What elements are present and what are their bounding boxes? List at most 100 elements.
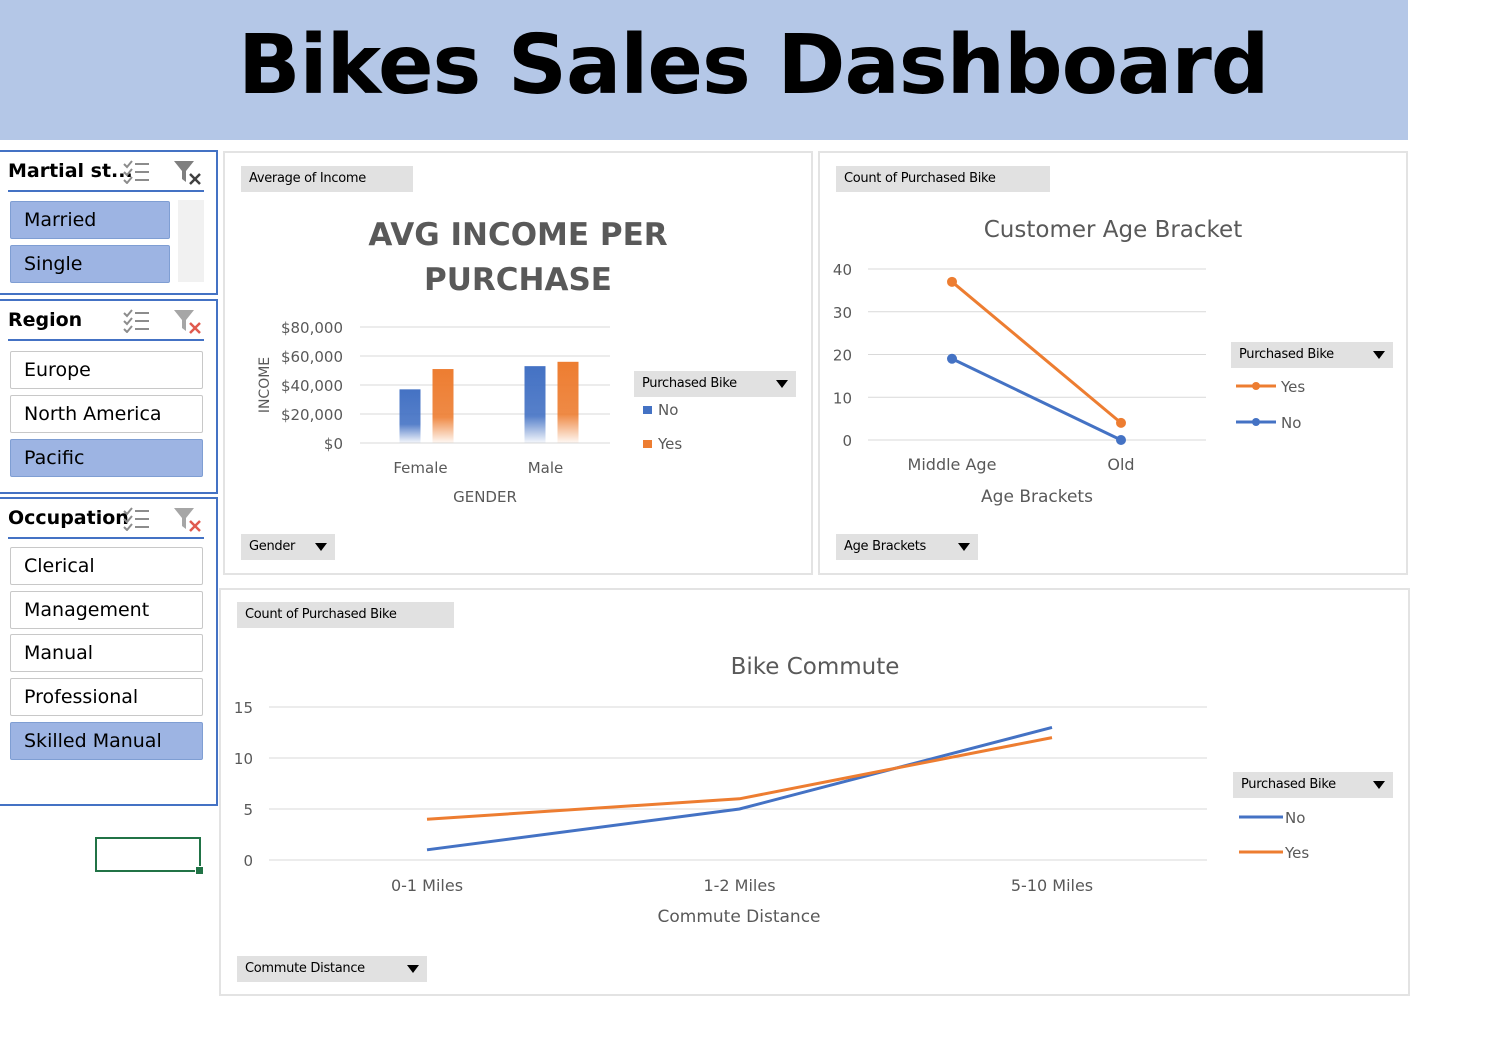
bar-no-female xyxy=(399,389,421,443)
slicer-item-clerical[interactable]: Clerical xyxy=(10,547,203,585)
legend-label: Yes xyxy=(657,435,682,453)
y-tick-label: 10 xyxy=(833,389,852,407)
chart-title: PURCHASE xyxy=(424,262,612,298)
pivot-legend-button[interactable]: Purchased Bike xyxy=(634,371,796,397)
pivot-value-button[interactable]: Average of Income xyxy=(241,166,413,192)
y-tick-label: 20 xyxy=(833,347,852,365)
dropdown-arrow-icon xyxy=(315,543,327,551)
data-point-yes xyxy=(947,276,957,287)
slicer-item-europe[interactable]: Europe xyxy=(10,351,203,389)
slicer-region[interactable]: Region Europe North America Pacific xyxy=(0,299,218,494)
slicer-item-single[interactable]: Single xyxy=(10,245,170,283)
dropdown-arrow-icon xyxy=(1373,781,1385,789)
slicer-item-manual[interactable]: Manual xyxy=(10,634,203,672)
slicer-item-married[interactable]: Married xyxy=(10,201,170,239)
legend-label: No xyxy=(658,401,678,419)
dropdown-arrow-icon xyxy=(1373,351,1385,359)
dropdown-arrow-icon xyxy=(407,965,419,973)
data-point-no xyxy=(1116,435,1126,445)
chart-title: Bike Commute xyxy=(731,654,900,680)
line-series-no xyxy=(426,725,1053,852)
slicer-header: Martial st... xyxy=(8,152,204,192)
data-point-yes xyxy=(1116,417,1126,428)
slicer-title: Martial st... xyxy=(8,160,133,182)
pivot-value-button[interactable]: Count of Purchased Bike xyxy=(237,602,454,628)
legend-label: Yes xyxy=(1280,378,1305,396)
y-tick-label: $80,000 xyxy=(281,319,343,337)
legend-swatch xyxy=(643,406,652,414)
legend-label: Yes xyxy=(1284,844,1309,862)
pivot-axis-label: Age Brackets xyxy=(844,539,926,554)
clear-filter-icon[interactable] xyxy=(172,307,202,335)
slicer-item-pacific[interactable]: Pacific xyxy=(10,439,203,477)
y-tick-label: 0 xyxy=(243,852,253,870)
clear-filter-icon[interactable] xyxy=(172,505,202,533)
data-point-no xyxy=(947,353,957,364)
slicer-scrollbar[interactable] xyxy=(178,200,204,282)
pivot-axis-button[interactable]: Gender xyxy=(241,534,335,560)
bar-no-male xyxy=(524,366,546,443)
legend-label: No xyxy=(1285,809,1305,827)
age-chart-panel[interactable]: Count of Purchased Bike Purchased Bike A… xyxy=(818,151,1408,575)
legend-marker xyxy=(1252,418,1260,426)
x-axis-label: Commute Distance xyxy=(657,907,820,927)
pivot-legend-label: Purchased Bike xyxy=(1239,347,1334,362)
slicer-header: Occupation xyxy=(8,499,204,539)
y-tick-label: 0 xyxy=(842,432,852,450)
pivot-legend-button[interactable]: Purchased Bike xyxy=(1231,342,1393,368)
slicer-item-management[interactable]: Management xyxy=(10,591,203,629)
slicer-item-north-america[interactable]: North America xyxy=(10,395,203,433)
y-tick-label: 10 xyxy=(234,750,253,768)
x-tick-label: Female xyxy=(393,459,447,477)
slicer-marital-status[interactable]: Martial st... Married Single xyxy=(0,150,218,295)
pivot-axis-button[interactable]: Age Brackets xyxy=(836,534,978,560)
commute-chart: Bike Commute 0 5 10 15 0-1 Miles 1-2 Miles 5-10… xyxy=(234,654,1309,927)
y-tick-label: $60,000 xyxy=(281,348,343,366)
title-banner: Bikes Sales Dashboard xyxy=(0,0,1408,140)
selected-cell[interactable] xyxy=(95,837,204,875)
y-tick-label: $40,000 xyxy=(281,377,343,395)
x-tick-label: 0-1 Miles xyxy=(391,876,463,895)
pivot-legend-label: Purchased Bike xyxy=(642,376,737,391)
pivot-axis-label: Commute Distance xyxy=(245,961,365,976)
fill-handle[interactable] xyxy=(195,866,204,875)
y-tick-label: 15 xyxy=(234,699,253,717)
slicer-item-professional[interactable]: Professional xyxy=(10,678,203,716)
chart-title: Customer Age Bracket xyxy=(984,217,1242,243)
line-series-yes xyxy=(951,280,1122,425)
x-tick-label: Middle Age xyxy=(908,455,997,474)
clear-filter-icon[interactable] xyxy=(172,158,202,186)
slicer-item-skilled-manual[interactable]: Skilled Manual xyxy=(10,722,203,760)
dropdown-arrow-icon xyxy=(958,543,970,551)
commute-chart-panel[interactable]: Count of Purchased Bike Purchased Bike C… xyxy=(219,588,1410,996)
multi-select-icon[interactable] xyxy=(122,160,150,184)
y-axis-label: INCOME xyxy=(257,357,273,413)
y-tick-label: 40 xyxy=(833,261,852,279)
slicer-title: Occupation xyxy=(8,507,129,529)
pivot-value-button[interactable]: Count of Purchased Bike xyxy=(836,166,1050,192)
x-tick-label: Old xyxy=(1107,455,1134,474)
multi-select-icon[interactable] xyxy=(122,507,150,531)
age-chart: Customer Age Bracket 0 10 20 30 40 Middle Age O… xyxy=(833,217,1305,507)
pivot-legend-label: Purchased Bike xyxy=(1241,777,1336,792)
bar-yes-male xyxy=(557,361,579,443)
y-tick-label: $0 xyxy=(324,435,343,453)
legend-marker xyxy=(1252,382,1260,390)
y-tick-label: 30 xyxy=(833,304,852,322)
pivot-axis-button[interactable]: Commute Distance xyxy=(237,956,427,982)
income-chart-panel[interactable]: Average of Income Purchased Bike Gender … xyxy=(223,151,813,575)
slicer-occupation[interactable]: Occupation Clerical Management Manual Pr… xyxy=(0,497,218,806)
income-chart: AVG INCOME PER PURCHASE $0 $20,000 $40,000 $6… xyxy=(257,217,682,506)
dropdown-arrow-icon xyxy=(776,380,788,388)
slicer-title: Region xyxy=(8,309,83,331)
line-series-yes xyxy=(426,736,1053,821)
x-tick-label: Male xyxy=(528,459,564,477)
bar-yes-female xyxy=(432,369,454,443)
x-tick-label: 5-10 Miles xyxy=(1011,876,1093,895)
chart-title: AVG INCOME PER xyxy=(368,217,667,253)
pivot-legend-button[interactable]: Purchased Bike xyxy=(1233,772,1393,798)
multi-select-icon[interactable] xyxy=(122,309,150,333)
line-series-no xyxy=(951,357,1122,442)
slicer-header: Region xyxy=(8,301,204,341)
y-tick-label: 5 xyxy=(243,801,253,819)
